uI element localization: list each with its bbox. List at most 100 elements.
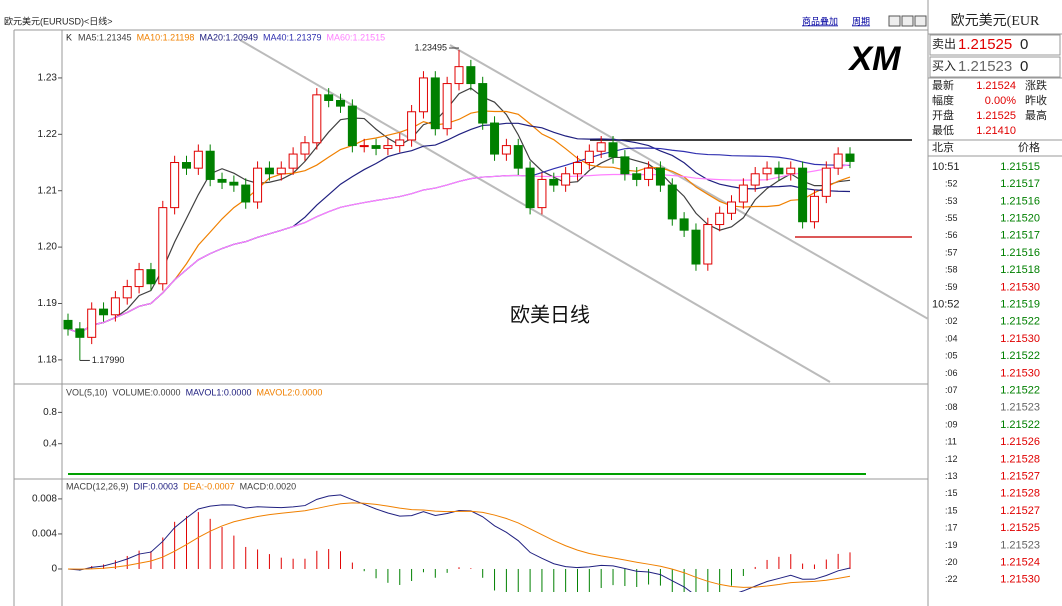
- ma-line: [67, 110, 851, 334]
- candle-body: [501, 145, 511, 155]
- candle-body: [193, 150, 203, 169]
- tick-time: :05: [945, 351, 958, 361]
- candle-body: [276, 167, 286, 175]
- quote-price: 1.21523: [958, 58, 1012, 75]
- candle-body: [336, 99, 346, 107]
- tick-time: :13: [945, 471, 958, 481]
- tick-price: 1.21520: [1000, 213, 1040, 225]
- y-tick-label: 1.21: [38, 185, 58, 196]
- candle-body: [798, 167, 808, 223]
- tick-time: :56: [945, 230, 958, 240]
- candle-body: [821, 167, 831, 197]
- tick-time: :55: [945, 213, 958, 223]
- link[interactable]: 商品叠加: [802, 15, 838, 26]
- tick-time: :58: [945, 265, 958, 275]
- indicator-label: DIF:0.0003: [134, 481, 179, 491]
- tick-price: 1.21519: [1000, 299, 1040, 311]
- tick-price: 1.21516: [1000, 247, 1040, 259]
- candle-body: [667, 184, 677, 220]
- annotation: 1.23495: [414, 42, 447, 52]
- tick-time: :20: [945, 557, 958, 567]
- tick-price: 1.21530: [1000, 333, 1040, 345]
- quote-label: 买入: [932, 59, 956, 73]
- tick-price: 1.21527: [1000, 471, 1040, 483]
- candle-body: [703, 224, 713, 265]
- tick-header: 价格: [1018, 140, 1040, 154]
- tick-time: :02: [945, 316, 958, 326]
- tick-time: :53: [945, 196, 958, 206]
- tick-time: :07: [945, 385, 958, 395]
- y-tick-label: 0.8: [43, 407, 57, 418]
- y-tick-label: 0.008: [32, 494, 57, 505]
- tick-price: 1.21516: [1000, 195, 1040, 207]
- tick-time: :17: [945, 523, 958, 533]
- stat-value: 0.00%: [985, 95, 1016, 107]
- candle-body: [430, 77, 440, 130]
- ma-label: MA40:1.21379: [263, 32, 322, 42]
- y-tick-label: 1.19: [38, 298, 58, 309]
- candle-body: [513, 145, 523, 169]
- candle-body: [442, 83, 452, 130]
- candle-body: [537, 178, 547, 209]
- dea-line: [67, 502, 851, 588]
- candle-body: [833, 153, 843, 169]
- tick-price: 1.21524: [1000, 557, 1040, 569]
- candle-body: [738, 184, 748, 203]
- stat-value: 1.21524: [976, 80, 1016, 92]
- link[interactable]: 周期: [852, 16, 870, 26]
- y-tick-label: 0: [51, 564, 57, 575]
- candle-body: [383, 145, 393, 149]
- stat-value: 1.21410: [976, 125, 1016, 137]
- stat-label: 最新: [932, 78, 954, 92]
- quote-extra: 0: [1020, 58, 1028, 75]
- candle-body: [762, 167, 772, 175]
- stat-label: 开盘: [932, 108, 954, 122]
- y-tick-label: 1.23: [38, 73, 58, 84]
- candle-body: [264, 167, 274, 175]
- candle-body: [691, 229, 701, 265]
- tick-time: :57: [945, 247, 958, 257]
- tick-price: 1.21522: [1000, 316, 1040, 328]
- candle-body: [809, 195, 819, 223]
- tick-price: 1.21517: [1000, 178, 1040, 190]
- candle-body: [632, 173, 642, 180]
- tick-price: 1.21523: [1000, 402, 1040, 414]
- window-title: 欧元美元(EURUSD)<日线>: [4, 15, 113, 26]
- y-tick-label: 1.18: [38, 355, 58, 366]
- tick-time: :15: [945, 505, 958, 515]
- ma-line: [67, 164, 851, 334]
- candle-body: [217, 178, 227, 183]
- toolbar-buttons[interactable]: [888, 15, 927, 27]
- stat-value: 1.21525: [976, 110, 1016, 122]
- y-tick-label: 1.20: [38, 242, 58, 253]
- quote-box: [929, 34, 1061, 56]
- candle-body: [786, 167, 796, 175]
- tick-time: :09: [945, 419, 958, 429]
- candle-body: [454, 66, 464, 85]
- candle-body: [727, 201, 737, 214]
- tick-time: :19: [945, 540, 958, 550]
- candle-body: [620, 156, 630, 175]
- tick-time: :12: [945, 454, 958, 464]
- candle-body: [655, 167, 665, 186]
- candle-body: [608, 142, 618, 158]
- candle-body: [241, 184, 251, 203]
- indicator-label: VOLUME:0.0000: [113, 387, 181, 397]
- stat-tail: 最高: [1025, 108, 1047, 122]
- candle-body: [644, 167, 654, 180]
- tick-price: 1.21530: [1000, 281, 1040, 293]
- tick-price: 1.21515: [1000, 161, 1040, 173]
- ma-label: MA10:1.21198: [137, 32, 195, 42]
- stat-label: 最低: [932, 124, 954, 137]
- indicator-label: VOL(5,10): [66, 387, 108, 397]
- candle-body: [300, 142, 310, 155]
- annotation: 1.17990: [92, 355, 125, 365]
- candle-body: [134, 269, 144, 288]
- candle-body: [181, 162, 191, 169]
- tick-price: 1.21528: [1000, 488, 1040, 500]
- candle-body: [205, 150, 215, 180]
- y-tick-label: 1.22: [38, 129, 58, 140]
- quote-box: [929, 56, 1061, 78]
- candle-body: [87, 308, 97, 338]
- stat-tail: 昨收: [1025, 93, 1047, 107]
